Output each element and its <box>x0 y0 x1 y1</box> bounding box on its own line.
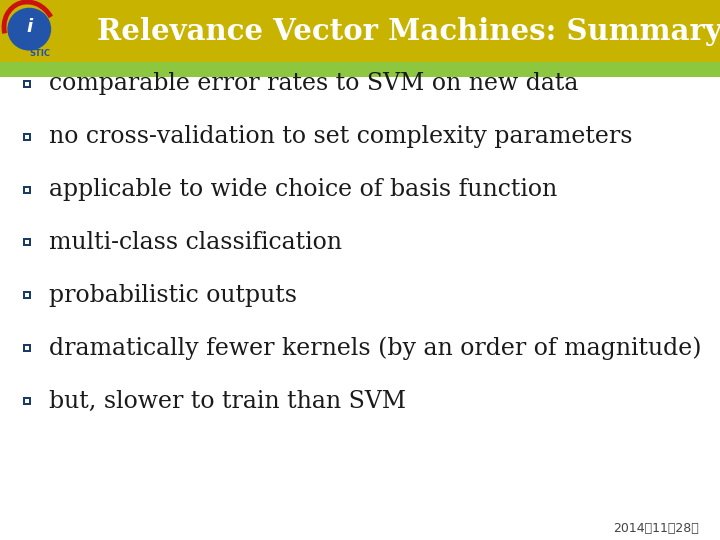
Text: multi-class classification: multi-class classification <box>49 231 342 254</box>
Text: i: i <box>26 18 32 36</box>
Bar <box>0 62 720 77</box>
Text: but, slower to train than SVM: but, slower to train than SVM <box>49 390 406 413</box>
Text: 2014年11月28日: 2014年11月28日 <box>613 522 698 535</box>
Text: Relevance Vector Machines: Summary: Relevance Vector Machines: Summary <box>97 17 720 45</box>
Text: probabilistic outputs: probabilistic outputs <box>49 284 297 307</box>
Circle shape <box>8 9 50 50</box>
Text: dramatically fewer kernels (by an order of magnitude): dramatically fewer kernels (by an order … <box>49 336 701 360</box>
Text: STIC: STIC <box>30 49 50 58</box>
Text: comparable error rates to SVM on new data: comparable error rates to SVM on new dat… <box>49 72 578 95</box>
Bar <box>0 0 720 62</box>
Text: no cross-validation to set complexity parameters: no cross-validation to set complexity pa… <box>49 125 632 148</box>
Text: applicable to wide choice of basis function: applicable to wide choice of basis funct… <box>49 178 557 201</box>
